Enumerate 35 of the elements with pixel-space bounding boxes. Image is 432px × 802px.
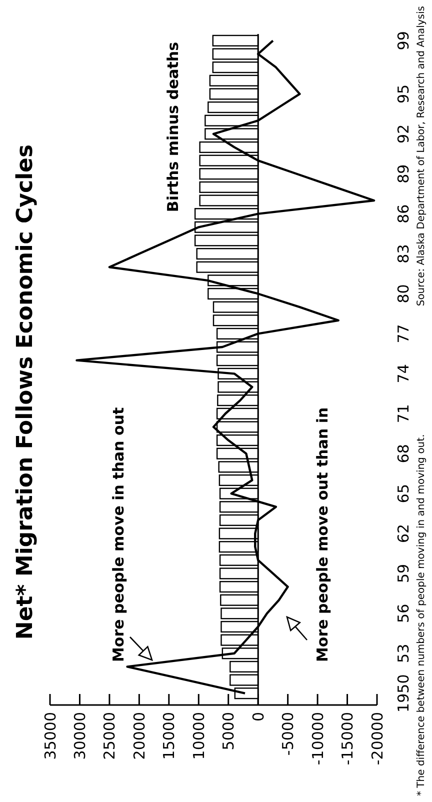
y-tick-label: 68 — [394, 444, 412, 464]
y-tick-label: 56 — [394, 604, 412, 623]
y-tick-label: 65 — [394, 484, 412, 504]
y-tick-label: 62 — [394, 524, 412, 544]
text: * The difference between numbers of people moving in and moving out. — [416, 434, 427, 796]
x-tick-label: 0 — [249, 712, 268, 722]
x-tick-label: 15000 — [160, 712, 178, 760]
y-tick-label: 95 — [394, 84, 412, 104]
x-tick-label: 30000 — [70, 712, 89, 760]
y-tick-label: 59 — [394, 564, 412, 584]
y-tick-label: 71 — [394, 404, 412, 424]
x-tick-label: -10000 — [308, 712, 327, 766]
y-tick-label: 74 — [394, 364, 412, 384]
text: Net* Migration Follows Economic Cycles — [13, 144, 38, 640]
source-note: Source: Alaska Department of Labor, Research and Analysis — [416, 6, 427, 306]
x-tick-label: -20000 — [368, 712, 386, 766]
annotation: More people move in than out — [109, 407, 128, 662]
x-tick-label: -15000 — [338, 712, 357, 766]
text: Births minus deaths — [164, 42, 182, 212]
y-tick-label: 1950 — [394, 674, 412, 712]
y-tick-label: 77 — [394, 324, 412, 344]
annotation: More people move out than in — [313, 407, 332, 662]
x-tick-label: 25000 — [100, 712, 119, 760]
x-tick-label: 20000 — [130, 712, 148, 760]
y-tick-label: 99 — [394, 31, 412, 50]
x-tick-label: 35000 — [41, 712, 60, 760]
y-tick-label: 92 — [394, 124, 412, 144]
x-tick-label: 10000 — [190, 712, 208, 760]
x-tick-label: 5000 — [220, 712, 238, 750]
y-tick-label: 89 — [394, 164, 412, 184]
y-tick-label: 53 — [394, 644, 412, 663]
y-tick-label: 83 — [394, 244, 412, 264]
y-tick-label: 80 — [394, 284, 412, 304]
x-tick-label: -5000 — [279, 712, 298, 756]
y-tick-label: 86 — [394, 204, 412, 224]
